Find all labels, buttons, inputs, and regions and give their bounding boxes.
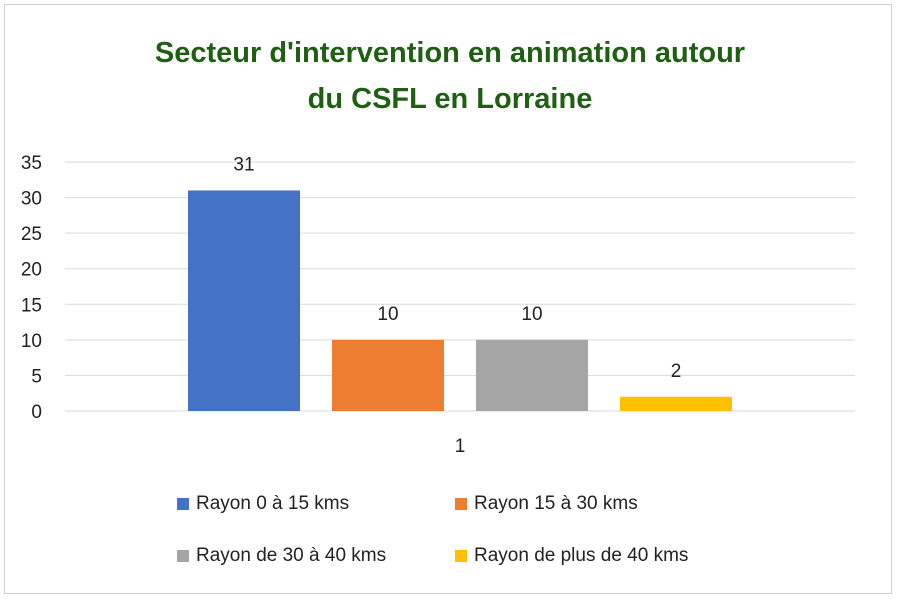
legend-label: Rayon de 30 à 40 kms xyxy=(196,545,387,566)
y-tick-label: 25 xyxy=(21,224,42,245)
y-tick-label: 35 xyxy=(21,153,42,174)
legend-swatch xyxy=(177,550,189,562)
bar xyxy=(620,396,732,411)
chart-title: Secteur d'intervention en animation auto… xyxy=(0,30,900,122)
chart-title-line-1: Secteur d'intervention en animation auto… xyxy=(154,37,746,69)
y-tick-label: 20 xyxy=(21,260,42,281)
data-label: 10 xyxy=(521,304,542,325)
legend-label: Rayon de plus de 40 kms xyxy=(474,545,689,566)
legend-item: Rayon 0 à 15 kms xyxy=(177,493,349,515)
legend-swatch xyxy=(455,550,467,562)
y-tick-label: 30 xyxy=(21,189,42,210)
legend-swatch xyxy=(455,498,467,510)
legend-item: Rayon de 30 à 40 kms xyxy=(177,545,386,567)
legend-label: Rayon 15 à 30 kms xyxy=(474,493,638,514)
legend-swatch xyxy=(177,498,189,510)
y-tick-label: 0 xyxy=(31,402,42,423)
data-label: 10 xyxy=(377,304,398,325)
chart-frame xyxy=(4,4,892,594)
bar xyxy=(188,190,300,411)
bar xyxy=(476,339,588,411)
chart-title-line-2: du CSFL en Lorraine xyxy=(307,83,593,115)
y-tick-label: 10 xyxy=(21,331,42,352)
data-label: 2 xyxy=(671,361,682,382)
legend-item: Rayon de plus de 40 kms xyxy=(455,545,688,567)
legend-label: Rayon 0 à 15 kms xyxy=(196,493,350,514)
legend-item: Rayon 15 à 30 kms xyxy=(455,493,638,515)
y-tick-label: 5 xyxy=(31,366,42,387)
data-label: 31 xyxy=(233,154,254,175)
bar xyxy=(332,339,444,411)
x-tick-label: 1 xyxy=(455,436,466,457)
y-tick-label: 15 xyxy=(21,295,42,316)
